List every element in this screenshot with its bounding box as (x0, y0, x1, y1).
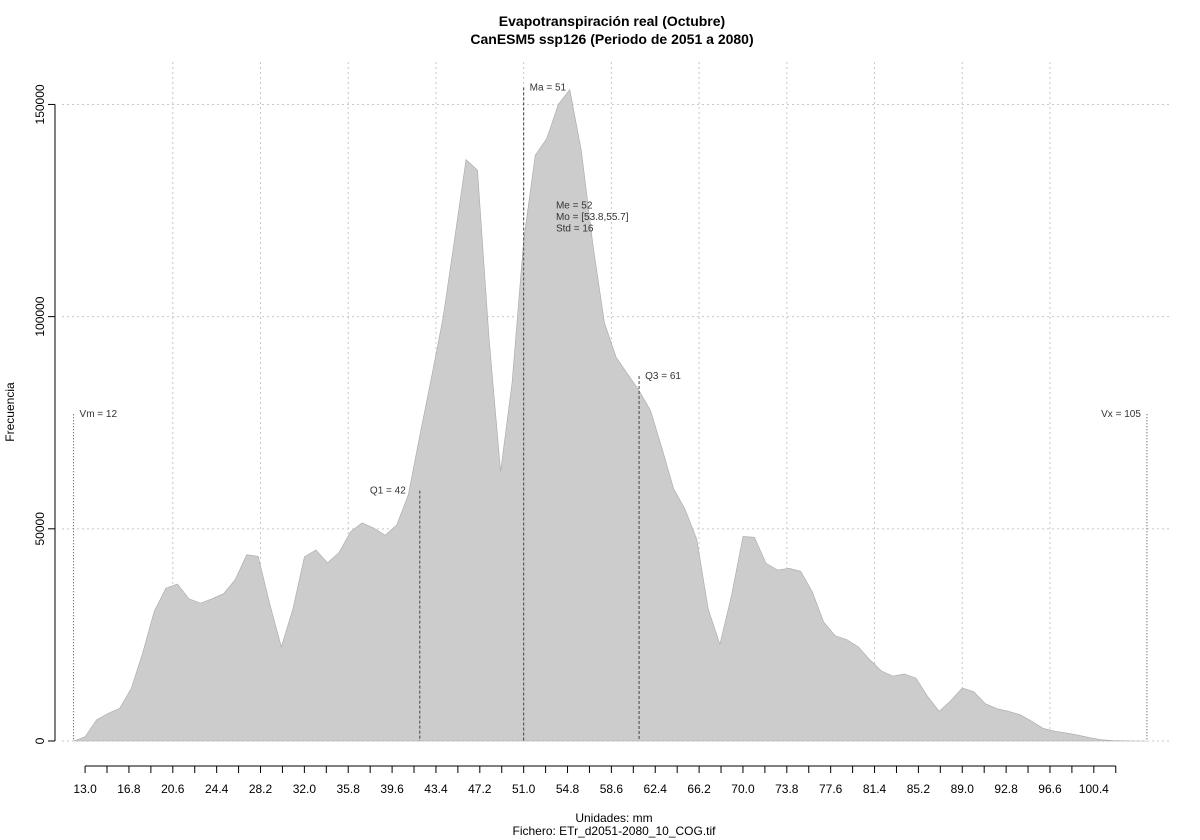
density-area (73, 88, 1147, 742)
x-tick-label: 81.4 (863, 782, 887, 796)
x-tick-label: 43.4 (424, 782, 448, 796)
x-tick-label: 28.2 (249, 782, 273, 796)
stat-label: Mo = [53.8,55.7] (556, 212, 629, 223)
statistics-markers: Vm = 12 Q1 = 42 Ma = 51 Q3 = 61 Vx = 105 Me =… (73, 82, 1148, 741)
x-tick-label: 20.6 (161, 782, 185, 796)
x-tick-label: 39.6 (380, 782, 404, 796)
y-tick-label: 100000 (33, 296, 47, 336)
y-tick-label: 150000 (33, 84, 47, 124)
x-tick-label: 47.2 (468, 782, 492, 796)
y-tick-label: 50000 (33, 512, 47, 546)
x-tick-label: 35.8 (337, 782, 361, 796)
marker-label: Q1 = 42 (370, 486, 406, 497)
x-tick-label: 70.0 (731, 782, 755, 796)
x-tick-label: 13.0 (73, 782, 97, 796)
x-tick-label: 66.2 (687, 782, 711, 796)
marker-label: Q3 = 61 (645, 371, 681, 382)
y-tick-label: 0 (33, 737, 47, 744)
x-tick-label: 73.8 (775, 782, 799, 796)
marker-label: Vx = 105 (1101, 409, 1141, 420)
file-caption: Fichero: ETr_d2051-2080_10_COG.tif (513, 824, 717, 838)
x-tick-label: 85.2 (907, 782, 931, 796)
x-tick-label: 77.6 (819, 782, 843, 796)
y-axis-label: Frecuencia (3, 382, 17, 442)
x-tick-label: 58.6 (600, 782, 624, 796)
stat-label: Std = 16 (556, 223, 594, 234)
axes: 0 50000 100000 150000 13.0 16.8 20.6 24.4 28.2 32… (33, 84, 1117, 796)
x-tick-label: 62.4 (644, 782, 668, 796)
x-tick-label: 100.4 (1079, 782, 1109, 796)
x-tick-label: 89.0 (951, 782, 975, 796)
chart-title: Evapotranspiración real (Octubre) (499, 13, 725, 29)
x-tick-label: 51.0 (512, 782, 536, 796)
x-tick-label: 96.6 (1038, 782, 1062, 796)
chart-subtitle: CanESM5 ssp126 (Periodo de 2051 a 2080) (470, 31, 753, 47)
marker-label: Vm = 12 (80, 409, 118, 420)
x-axis-label: Unidades: mm (575, 811, 652, 825)
stat-label: Me = 52 (556, 200, 593, 211)
marker-label: Ma = 51 (530, 82, 567, 93)
x-tick-label: 32.0 (293, 782, 317, 796)
density-polygon (73, 88, 1147, 742)
x-tick-label: 24.4 (205, 782, 229, 796)
x-tick-label: 92.8 (994, 782, 1018, 796)
x-tick-label: 16.8 (117, 782, 141, 796)
x-tick-label: 54.8 (556, 782, 580, 796)
